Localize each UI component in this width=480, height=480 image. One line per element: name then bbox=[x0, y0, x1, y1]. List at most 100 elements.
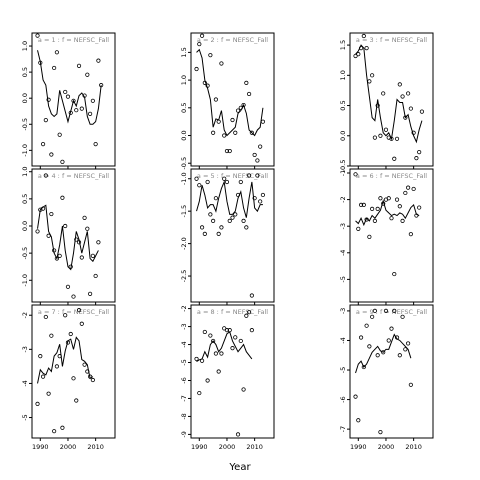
data-point bbox=[194, 66, 199, 72]
data-point bbox=[227, 148, 232, 154]
data-point bbox=[46, 233, 51, 238]
data-point bbox=[400, 94, 405, 99]
y-tick-label: -5 bbox=[180, 359, 188, 365]
panel-6: a = 8 : f = NEFSC_Fall -9 -8 -7 -6 -5 -4 -3 -2 19… bbox=[180, 304, 275, 451]
data-point bbox=[57, 253, 62, 258]
data-point bbox=[71, 376, 76, 381]
data-point bbox=[397, 204, 402, 209]
data-point bbox=[367, 234, 372, 239]
x-tick-label: 1990 bbox=[350, 443, 367, 451]
data-point bbox=[90, 253, 95, 258]
data-point bbox=[244, 80, 249, 85]
data-point bbox=[227, 328, 232, 333]
data-point bbox=[408, 232, 413, 237]
data-point bbox=[375, 353, 380, 358]
y-tick-label: -0.5 bbox=[21, 247, 29, 260]
data-point bbox=[233, 212, 238, 217]
fit-line bbox=[37, 50, 102, 125]
x-tick-label: 2010 bbox=[246, 443, 263, 451]
y-tick-label: 1.5 bbox=[339, 40, 347, 50]
data-point bbox=[199, 225, 205, 230]
data-point bbox=[49, 333, 54, 338]
data-point bbox=[358, 202, 364, 208]
data-point bbox=[208, 333, 213, 338]
panel-8: a = 6 : f = NEFSC_Fall -5 -4 -3 -2 -1 bbox=[339, 168, 434, 305]
data-point bbox=[208, 212, 213, 217]
data-point bbox=[247, 173, 252, 178]
panel-7: a = 3 : f = NEFSC_Fall -0.5 0.0 0.5 1.0 1.5 bbox=[339, 32, 434, 172]
data-point bbox=[88, 291, 93, 296]
data-point bbox=[208, 53, 213, 58]
data-point bbox=[199, 358, 205, 363]
panel-frame bbox=[349, 32, 434, 167]
data-point bbox=[82, 215, 87, 220]
y-tick-label: -4 bbox=[180, 341, 188, 347]
data-point bbox=[358, 335, 364, 340]
data-point bbox=[370, 73, 375, 78]
data-point bbox=[394, 335, 400, 340]
data-point bbox=[60, 159, 65, 164]
data-point bbox=[389, 326, 394, 331]
panel-title: a = 5 : f = NEFSC_Fall bbox=[197, 172, 268, 180]
data-point bbox=[405, 341, 411, 346]
data-point bbox=[35, 401, 40, 406]
data-point bbox=[202, 329, 207, 335]
data-point bbox=[211, 130, 216, 135]
y-tick-label: -7 bbox=[339, 426, 347, 432]
data-point bbox=[216, 119, 221, 124]
data-point bbox=[230, 346, 235, 351]
data-point bbox=[356, 52, 361, 57]
data-point bbox=[63, 89, 68, 95]
data-point bbox=[411, 186, 416, 192]
y-tick-label: -5 bbox=[21, 414, 29, 420]
data-point bbox=[247, 310, 252, 315]
panel-title: a = 4 : f = NEFSC_Fall bbox=[38, 172, 109, 180]
data-point bbox=[43, 314, 48, 320]
data-point bbox=[197, 183, 202, 188]
data-point bbox=[389, 216, 394, 221]
data-point bbox=[90, 98, 95, 103]
data-point bbox=[372, 218, 377, 223]
data-point bbox=[383, 308, 389, 314]
data-point bbox=[211, 218, 216, 223]
y-tick-label: 0.5 bbox=[339, 100, 347, 110]
panel-title: a = 2 : f = NEFSC_Fall bbox=[197, 36, 268, 44]
data-point bbox=[258, 144, 263, 149]
y-tick-label: -6 bbox=[180, 377, 188, 383]
data-point bbox=[194, 176, 199, 181]
data-point bbox=[35, 229, 40, 234]
data-point bbox=[255, 158, 260, 163]
data-point bbox=[202, 80, 207, 85]
panel-frame bbox=[31, 168, 116, 303]
data-point bbox=[76, 63, 82, 68]
data-point bbox=[79, 255, 84, 260]
y-tick-label: -7 bbox=[180, 395, 188, 401]
fit-line bbox=[355, 199, 420, 227]
data-point bbox=[88, 111, 93, 116]
data-point bbox=[35, 33, 40, 38]
data-point bbox=[230, 117, 235, 123]
data-point bbox=[397, 82, 402, 87]
data-point bbox=[403, 190, 408, 196]
data-point bbox=[400, 314, 405, 319]
data-point bbox=[40, 206, 46, 211]
data-point bbox=[79, 106, 84, 111]
data-point bbox=[249, 130, 254, 135]
data-point bbox=[403, 347, 408, 352]
data-point bbox=[400, 218, 405, 223]
data-point bbox=[222, 176, 227, 181]
data-point bbox=[96, 58, 101, 63]
data-point bbox=[411, 130, 416, 135]
data-point bbox=[370, 314, 375, 319]
panel-frame bbox=[190, 168, 275, 303]
data-point bbox=[408, 382, 413, 387]
data-point bbox=[219, 61, 224, 66]
data-point bbox=[76, 240, 82, 245]
data-point bbox=[96, 240, 101, 245]
panel-frame bbox=[190, 304, 275, 439]
y-tick-label: 1.0 bbox=[339, 70, 347, 80]
data-point bbox=[230, 215, 235, 220]
data-point bbox=[233, 130, 238, 135]
y-tick-label: -2 bbox=[339, 196, 347, 202]
